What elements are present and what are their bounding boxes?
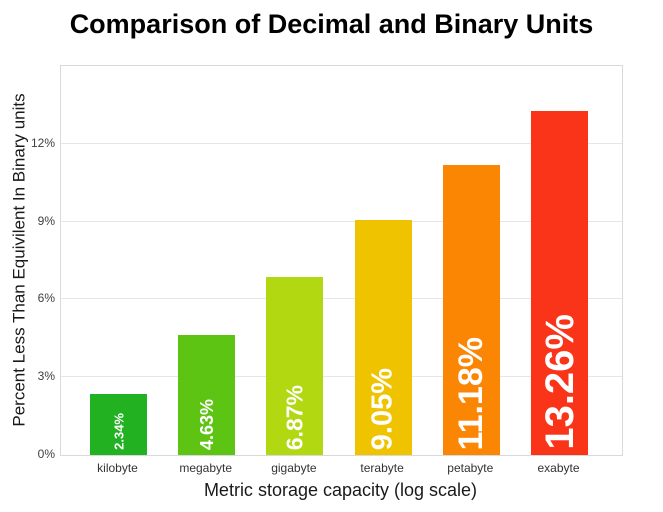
gridline — [61, 220, 622, 222]
bar-terabyte: 9.05% — [354, 220, 412, 455]
y-tick-label: 9% — [37, 213, 55, 228]
y-tick-label: 12% — [30, 135, 55, 150]
x-tick-label: kilobyte — [97, 461, 138, 475]
x-tick-label: megabyte — [179, 461, 233, 475]
bar-value-label: 4.63% — [196, 398, 217, 450]
x-tick-label: exabyte — [537, 461, 580, 475]
x-tick-label: petabyte — [447, 461, 494, 475]
gridline — [61, 376, 622, 378]
bar-kilobyte: 2.34% — [90, 394, 147, 455]
bar-value-label: 6.87% — [281, 384, 308, 450]
y-tick-label: 6% — [37, 291, 55, 306]
chart-title: Comparison of Decimal and Binary Units — [69, 9, 594, 39]
x-tick-label: terabyte — [360, 461, 404, 475]
gridline — [61, 142, 622, 144]
bar-gigabyte: 6.87% — [266, 276, 324, 455]
bar-megabyte: 4.63% — [178, 334, 236, 455]
bar-value-label: 2.34% — [111, 413, 126, 450]
x-tick-label: gigabyte — [271, 461, 317, 475]
bar-exabyte: 13.26% — [531, 111, 588, 455]
y-axis-title-area: Percent Less Than Equivilent In Binary u… — [0, 65, 40, 454]
bar-petabyte: 11.18% — [442, 165, 500, 455]
y-tick-label: 3% — [37, 369, 55, 384]
bar-value-label: 11.18% — [452, 336, 491, 450]
bar-value-label: 13.26% — [537, 314, 582, 450]
x-axis-title: Metric storage capacity (log scale) — [203, 480, 478, 500]
plot-area: 2.34% 4.63% 6.87% 9.05% 11.18% 13.26% — [60, 65, 623, 456]
gridline — [61, 298, 622, 300]
y-tick-label: 0% — [37, 447, 55, 461]
bar-value-label: 9.05% — [366, 367, 399, 450]
